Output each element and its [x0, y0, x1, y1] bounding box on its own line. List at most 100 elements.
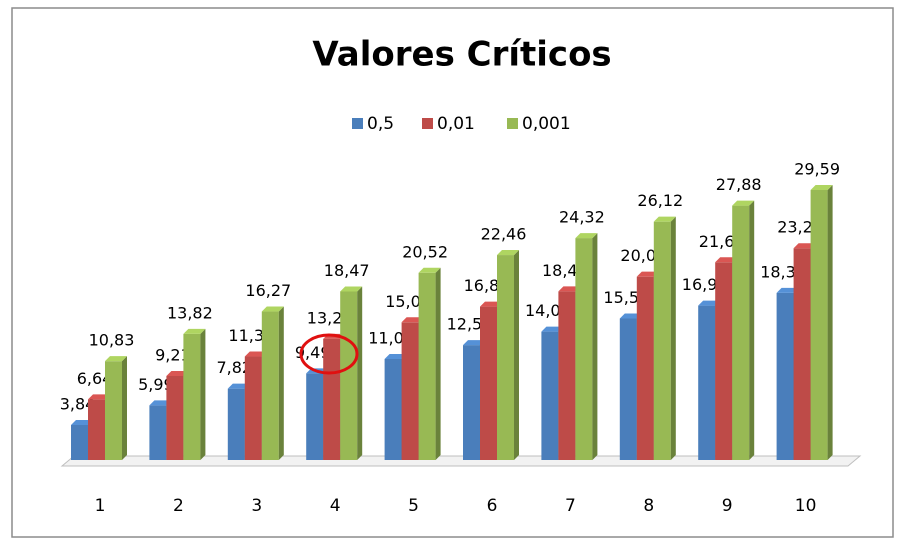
legend-label: 0,001: [522, 114, 571, 134]
bar: [418, 267, 441, 460]
bar-top: [541, 326, 564, 332]
bar-top: [71, 419, 93, 425]
bar: [183, 328, 206, 460]
legend: 0,5 0,01 0,001: [352, 114, 571, 134]
bar-top: [418, 267, 441, 273]
data-label: 3,84: [60, 394, 96, 413]
bar-side: [827, 185, 833, 460]
data-label: 22,46: [481, 225, 527, 244]
legend-swatch: [352, 118, 363, 129]
data-label: 26,12: [637, 191, 683, 210]
bar-front: [88, 399, 105, 460]
bar-front: [166, 375, 184, 460]
bar-front: [183, 333, 201, 460]
bar-side: [514, 250, 519, 460]
bar-front: [71, 424, 88, 460]
bar-top: [384, 353, 407, 359]
highlight-circle: [299, 333, 359, 375]
legend-label: 0,01: [437, 114, 475, 134]
legend-item: 0,01: [422, 114, 475, 134]
bar-top: [105, 356, 127, 362]
bar-top: [732, 200, 755, 206]
bar-top: [776, 287, 799, 293]
bar-top: [227, 383, 250, 389]
x-tick-label: 2: [173, 496, 184, 516]
bar-front: [636, 276, 654, 460]
bar: [105, 356, 127, 460]
bar-side: [357, 286, 363, 460]
bar-side: [670, 216, 676, 460]
bar-top: [261, 306, 284, 312]
bar-top: [810, 185, 833, 190]
bar-front: [619, 318, 637, 460]
legend-label: 0,5: [367, 114, 394, 134]
bar: [653, 216, 676, 460]
data-label: 18,47: [324, 261, 370, 280]
bar-front: [653, 221, 671, 460]
data-label: 10,83: [89, 331, 135, 350]
bar-front: [558, 291, 576, 460]
bar: [575, 233, 598, 460]
bar: [497, 250, 519, 460]
bar-front: [418, 272, 436, 460]
bar-top: [244, 351, 267, 357]
bar-front: [715, 262, 733, 460]
bar-front: [575, 238, 593, 460]
legend-swatch: [507, 118, 518, 129]
data-label: 27,88: [716, 175, 762, 194]
bar-top: [463, 340, 485, 346]
bar-front: [384, 358, 402, 460]
bar-front: [261, 311, 279, 460]
x-tick-label: 6: [487, 496, 498, 516]
bar: [810, 185, 833, 460]
bar-front: [340, 291, 358, 460]
bar-front: [732, 205, 750, 460]
bar-top: [480, 301, 502, 307]
bar-top: [619, 313, 642, 319]
bar-top: [340, 286, 363, 292]
bar-front: [698, 305, 716, 460]
bar-top: [558, 286, 581, 292]
bar-top: [401, 317, 424, 323]
bar-side: [749, 200, 755, 460]
bar-top: [183, 328, 206, 334]
legend-item: 0,5: [352, 114, 394, 134]
x-tick-label: 8: [643, 496, 654, 516]
bar-top: [715, 257, 738, 263]
bar-front: [105, 361, 122, 460]
bar-top: [575, 233, 598, 239]
data-label: 29,59: [794, 160, 840, 179]
bar: [732, 200, 755, 460]
bar: [261, 306, 284, 460]
bar-front: [793, 248, 811, 460]
bar-top: [698, 300, 721, 306]
plot: 13,846,6410,8325,999,2113,8237,8211,3416…: [60, 160, 840, 517]
data-label: 20,52: [402, 242, 448, 261]
bar-top: [636, 271, 659, 277]
bar-side: [278, 306, 284, 460]
bar-side: [435, 267, 441, 460]
data-label: 6,64: [77, 369, 113, 388]
bar-side: [200, 328, 206, 460]
bar-front: [497, 255, 514, 460]
x-tick-label: 9: [722, 496, 733, 516]
bar-top: [149, 400, 172, 406]
bar-side: [122, 356, 127, 460]
bar-front: [463, 345, 480, 460]
bar-side: [592, 233, 598, 460]
x-tick-label: 7: [565, 496, 576, 516]
bar-front: [244, 356, 262, 460]
data-label: 9,21: [155, 345, 191, 364]
bar-front: [401, 322, 419, 460]
bar-top: [653, 216, 676, 222]
x-tick-label: 3: [251, 496, 262, 516]
bar-front: [776, 292, 794, 460]
x-tick-label: 4: [330, 496, 341, 516]
bar-top: [497, 250, 519, 256]
bar-front: [149, 405, 167, 460]
bar-front: [227, 388, 245, 460]
x-tick-label: 10: [795, 496, 817, 516]
data-label: 7,82: [216, 358, 252, 377]
bar-top: [793, 243, 816, 249]
x-tick-label: 5: [408, 496, 419, 516]
